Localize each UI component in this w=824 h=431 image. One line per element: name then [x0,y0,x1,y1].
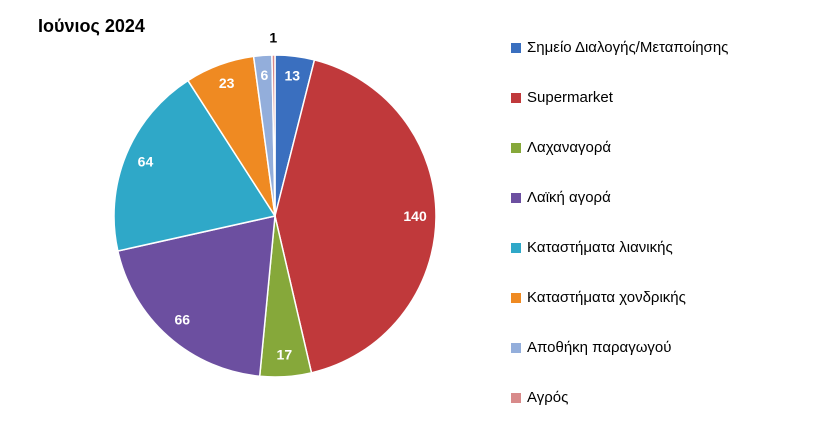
legend-label: Αγρός [527,389,568,406]
data-label: 140 [403,208,427,224]
pie-slice [271,54,276,217]
legend-label: Καταστήματα χονδρικής [527,289,686,306]
data-label: 6 [260,67,268,83]
data-label: 64 [138,153,154,169]
legend-marker [511,293,521,303]
legend-label: Λαϊκή αγορά [527,189,611,206]
legend-marker [511,193,521,203]
data-label: 1 [269,30,277,46]
pie-slice [113,79,277,252]
legend-label: Αποθήκη παραγωγού [527,339,671,356]
legend-marker [511,93,521,103]
legend-marker [511,343,521,353]
chart-title: Ιούνιος 2024 [38,16,145,36]
pie-slice [274,58,437,374]
data-label: 17 [277,346,293,362]
legend-marker [511,393,521,403]
legend-label: Καταστήματα λιανικής [527,239,673,256]
legend-label: Σημείο Διαλογής/Μεταποίησης [527,39,728,56]
data-label: 23 [219,75,235,91]
legend-marker [511,43,521,53]
legend-marker [511,243,521,253]
legend-marker [511,143,521,153]
legend-label: Λαχαναγορά [527,139,611,156]
data-label: 66 [174,312,190,328]
pie-slice [116,215,276,378]
data-label: 13 [285,68,301,84]
legend-label: Supermarket [527,89,614,106]
